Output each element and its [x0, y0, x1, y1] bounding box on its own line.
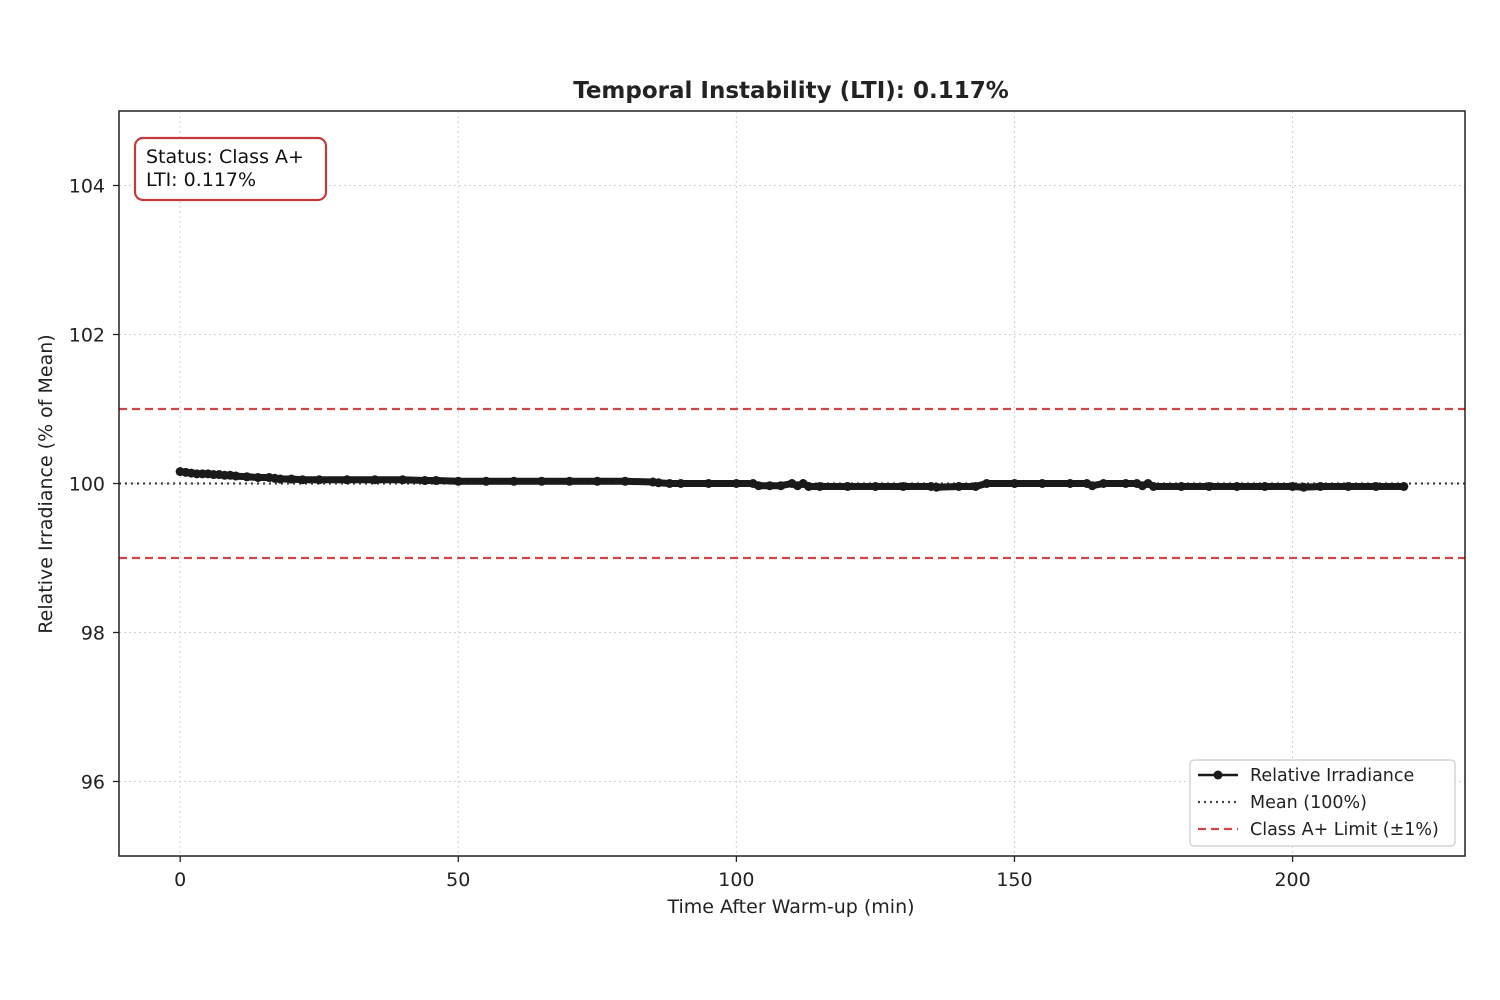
status-box-frame	[133, 136, 328, 202]
x-axis: 0 50 100 150 200	[174, 856, 1311, 891]
data-point	[1204, 481, 1214, 491]
data-point	[1065, 479, 1075, 488]
y-tick-label-102: 102	[69, 325, 105, 347]
data-point	[1121, 479, 1131, 488]
data-point	[776, 481, 786, 491]
data-point	[982, 479, 992, 488]
data-point	[253, 473, 263, 483]
y-axis: 96 98 100 102 104	[69, 176, 119, 794]
data-point	[231, 471, 241, 481]
data-point	[676, 479, 686, 488]
data-point	[843, 481, 853, 491]
data-point	[1087, 481, 1097, 491]
data-point	[731, 479, 741, 488]
data-point	[870, 481, 880, 491]
data-point	[314, 475, 324, 485]
y-tick-label-104: 104	[69, 176, 105, 198]
data-point	[654, 478, 664, 488]
y-tick-label-98: 98	[81, 623, 105, 645]
data-point	[665, 479, 675, 488]
x-tick-label-100: 100	[718, 869, 754, 891]
status-line-2: LTI: 0.117%	[146, 169, 256, 191]
data-point	[1399, 481, 1409, 491]
data-point	[971, 481, 981, 491]
status-box: Status: Class A+ LTI: 0.117%	[133, 136, 328, 202]
x-tick-label-0: 0	[174, 869, 186, 891]
data-point	[1232, 481, 1242, 491]
data-point	[954, 481, 964, 491]
y-tick-label-96: 96	[81, 772, 105, 794]
data-point	[1288, 481, 1298, 491]
data-point	[242, 472, 252, 482]
data-point	[592, 476, 602, 486]
data-point	[286, 474, 296, 484]
data-point	[431, 476, 441, 486]
status-line-1: Status: Class A+	[146, 146, 304, 168]
chart-title: Temporal Instability (LTI): 0.117%	[573, 78, 1009, 104]
data-series	[175, 467, 1409, 492]
data-point	[565, 476, 575, 486]
y-tick-label-100: 100	[69, 474, 105, 496]
data-point	[804, 481, 814, 491]
y-axis-label: Relative Irradiance (% of Mean)	[35, 334, 57, 633]
legend-marker-relative-irradiance	[1213, 770, 1223, 780]
data-point	[1315, 481, 1325, 491]
data-point	[898, 481, 908, 491]
data-point	[704, 479, 714, 488]
data-point	[453, 476, 463, 486]
data-point	[370, 475, 380, 485]
data-point	[1260, 481, 1270, 491]
data-point	[1009, 479, 1019, 488]
x-tick-label-50: 50	[446, 869, 470, 891]
data-point	[275, 474, 285, 484]
data-point	[932, 482, 942, 492]
data-point	[1037, 479, 1047, 488]
data-point	[1176, 481, 1186, 491]
data-point	[398, 475, 408, 485]
data-point	[1149, 481, 1159, 491]
data-point	[1343, 481, 1353, 491]
x-tick-label-150: 150	[996, 869, 1032, 891]
data-point	[1098, 479, 1108, 488]
data-point	[620, 476, 630, 486]
data-point	[754, 481, 764, 491]
legend-frame	[1189, 759, 1456, 847]
legend-label-class-limit: Class A+ Limit (±1%)	[1250, 820, 1439, 840]
data-point	[342, 475, 352, 485]
data-point	[537, 476, 547, 486]
data-point	[765, 481, 775, 491]
x-tick-label-200: 200	[1274, 869, 1310, 891]
legend-label-relative-irradiance: Relative Irradiance	[1250, 766, 1414, 786]
data-point	[481, 476, 491, 486]
data-point	[1371, 481, 1381, 491]
data-point	[509, 476, 519, 486]
legend: Relative Irradiance Mean (100%) Class A+…	[1189, 759, 1456, 847]
x-axis-label: Time After Warm-up (min)	[666, 896, 914, 918]
legend-label-mean: Mean (100%)	[1250, 793, 1367, 813]
data-point	[1299, 482, 1309, 492]
data-point	[298, 475, 308, 485]
data-point	[815, 481, 825, 491]
data-point	[420, 476, 430, 486]
